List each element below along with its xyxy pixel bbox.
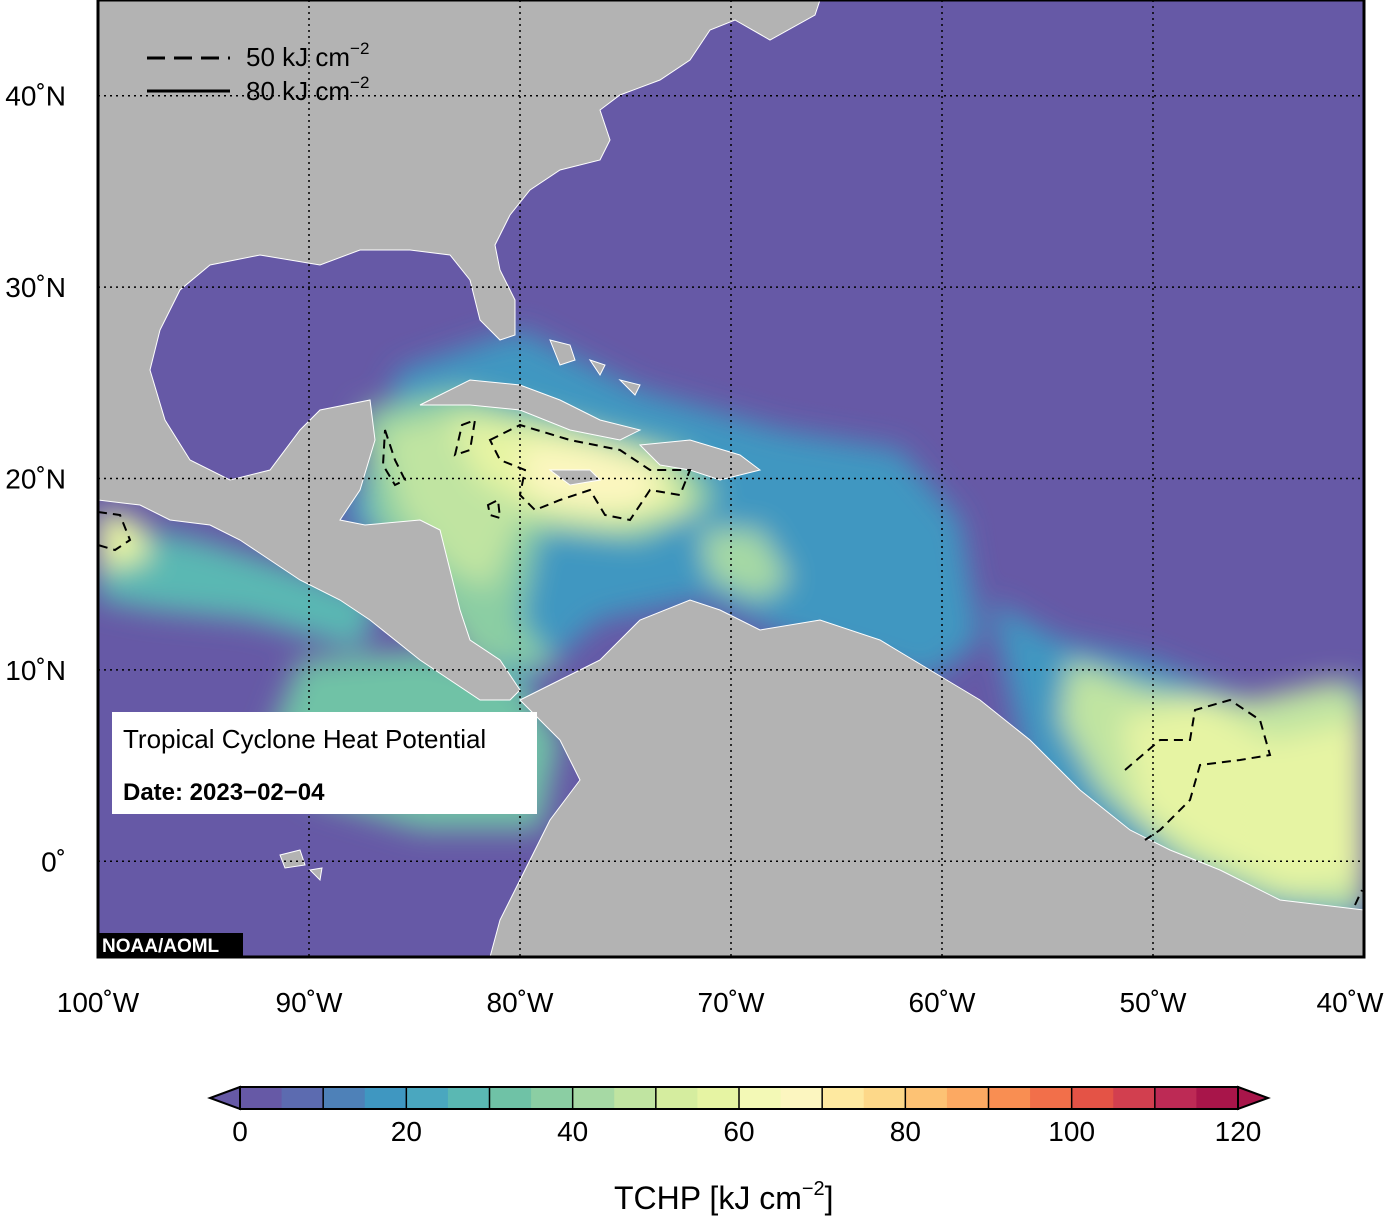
hispaniola-island bbox=[638, 439, 762, 481]
colorbar-tick-label: 20 bbox=[391, 1116, 422, 1147]
jamaica-island bbox=[548, 469, 602, 486]
north-america-landmass bbox=[98, 0, 821, 701]
lat-tick-label: 40˚N bbox=[5, 81, 66, 112]
colorbar-over-arrow bbox=[1237, 1085, 1271, 1111]
colorbar-swatch bbox=[697, 1087, 740, 1109]
colorbar-swatch bbox=[364, 1087, 407, 1109]
colorbar-swatch bbox=[905, 1087, 948, 1109]
axis-labels: 100˚W 90˚W 80˚W 70˚W 60˚W 50˚W 40˚W 0˚ 10˚N 20˚N 3… bbox=[5, 81, 1384, 1018]
colorbar-swatch bbox=[1071, 1087, 1114, 1109]
colorbar-tick-label: 60 bbox=[723, 1116, 754, 1147]
colorbar-swatch bbox=[822, 1087, 865, 1109]
colorbar-swatch bbox=[572, 1087, 615, 1109]
colorbar-swatch bbox=[863, 1087, 906, 1109]
south-america-landmass bbox=[489, 599, 1364, 957]
lat-tick-label: 0˚ bbox=[41, 846, 66, 877]
cuba-island bbox=[419, 379, 642, 441]
lon-tick-label: 50˚W bbox=[1120, 987, 1187, 1018]
colorbar-swatch bbox=[406, 1087, 449, 1109]
colorbar-swatch bbox=[1030, 1087, 1073, 1109]
colorbar-swatch bbox=[780, 1087, 823, 1109]
colorbar-swatch bbox=[614, 1087, 657, 1109]
credit-badge bbox=[98, 933, 243, 957]
colorbar-tick-label: 40 bbox=[557, 1116, 588, 1147]
bahamas-islands bbox=[549, 339, 641, 396]
lon-tick-label: 60˚W bbox=[909, 987, 976, 1018]
lon-tick-label: 40˚W bbox=[1317, 987, 1384, 1018]
colorbar-tick-label: 120 bbox=[1215, 1116, 1262, 1147]
graticule bbox=[98, 0, 1364, 957]
colorbar-swatch bbox=[1196, 1087, 1239, 1109]
colorbar-tick-label: 0 bbox=[232, 1116, 248, 1147]
colorbar-tick-label: 100 bbox=[1048, 1116, 1095, 1147]
lat-tick-label: 10˚N bbox=[5, 655, 66, 686]
colorbar-swatch bbox=[739, 1087, 782, 1109]
tchp-field bbox=[98, 330, 1364, 957]
colorbar-swatch bbox=[447, 1087, 490, 1109]
colorbar-swatch bbox=[323, 1087, 366, 1109]
legend-dashed-label: 50 kJ cm−2 bbox=[246, 39, 369, 72]
map-frame bbox=[96, 0, 1366, 959]
infobox-title: Tropical Cyclone Heat Potential bbox=[123, 724, 486, 754]
lon-tick-label: 80˚W bbox=[487, 987, 554, 1018]
colorbar-swatch bbox=[988, 1087, 1031, 1109]
land bbox=[98, 0, 1364, 957]
colorbar-swatch bbox=[1113, 1087, 1156, 1109]
infobox-panel bbox=[112, 712, 537, 814]
lat-tick-label: 20˚N bbox=[5, 464, 66, 495]
colorbar-swatch bbox=[489, 1087, 532, 1109]
colorbar-label: TCHP [kJ cm−2] bbox=[614, 1178, 834, 1216]
lon-tick-label: 70˚W bbox=[698, 987, 765, 1018]
colorbar-tick-label: 80 bbox=[890, 1116, 921, 1147]
lat-tick-label: 30˚N bbox=[5, 272, 66, 303]
colorbar-swatch bbox=[946, 1087, 989, 1109]
colorbar-swatch bbox=[281, 1087, 324, 1109]
contour-legend: 50 kJ cm−2 80 kJ cm−2 bbox=[147, 39, 369, 106]
credit-text: NOAA/AOML bbox=[102, 936, 220, 957]
colorbar-swatch bbox=[531, 1087, 574, 1109]
colorbar-under-arrow bbox=[207, 1085, 241, 1111]
map-panel: Tropical Cyclone Heat Potential Date: 20… bbox=[98, 0, 1364, 957]
infobox-date: Date: 2023−02−04 bbox=[123, 779, 325, 806]
galapagos-islands bbox=[279, 849, 323, 882]
colorbar: 0 20 40 60 80 100 120 bbox=[207, 1085, 1271, 1147]
legend-solid-label: 80 kJ cm−2 bbox=[246, 73, 369, 106]
contours-50 bbox=[98, 418, 1363, 906]
colorbar-swatch bbox=[655, 1087, 698, 1109]
lon-tick-label: 100˚W bbox=[57, 987, 140, 1018]
colorbar-swatch bbox=[240, 1087, 283, 1109]
colorbar-swatch bbox=[1154, 1087, 1197, 1109]
lon-tick-label: 90˚W bbox=[276, 987, 343, 1018]
